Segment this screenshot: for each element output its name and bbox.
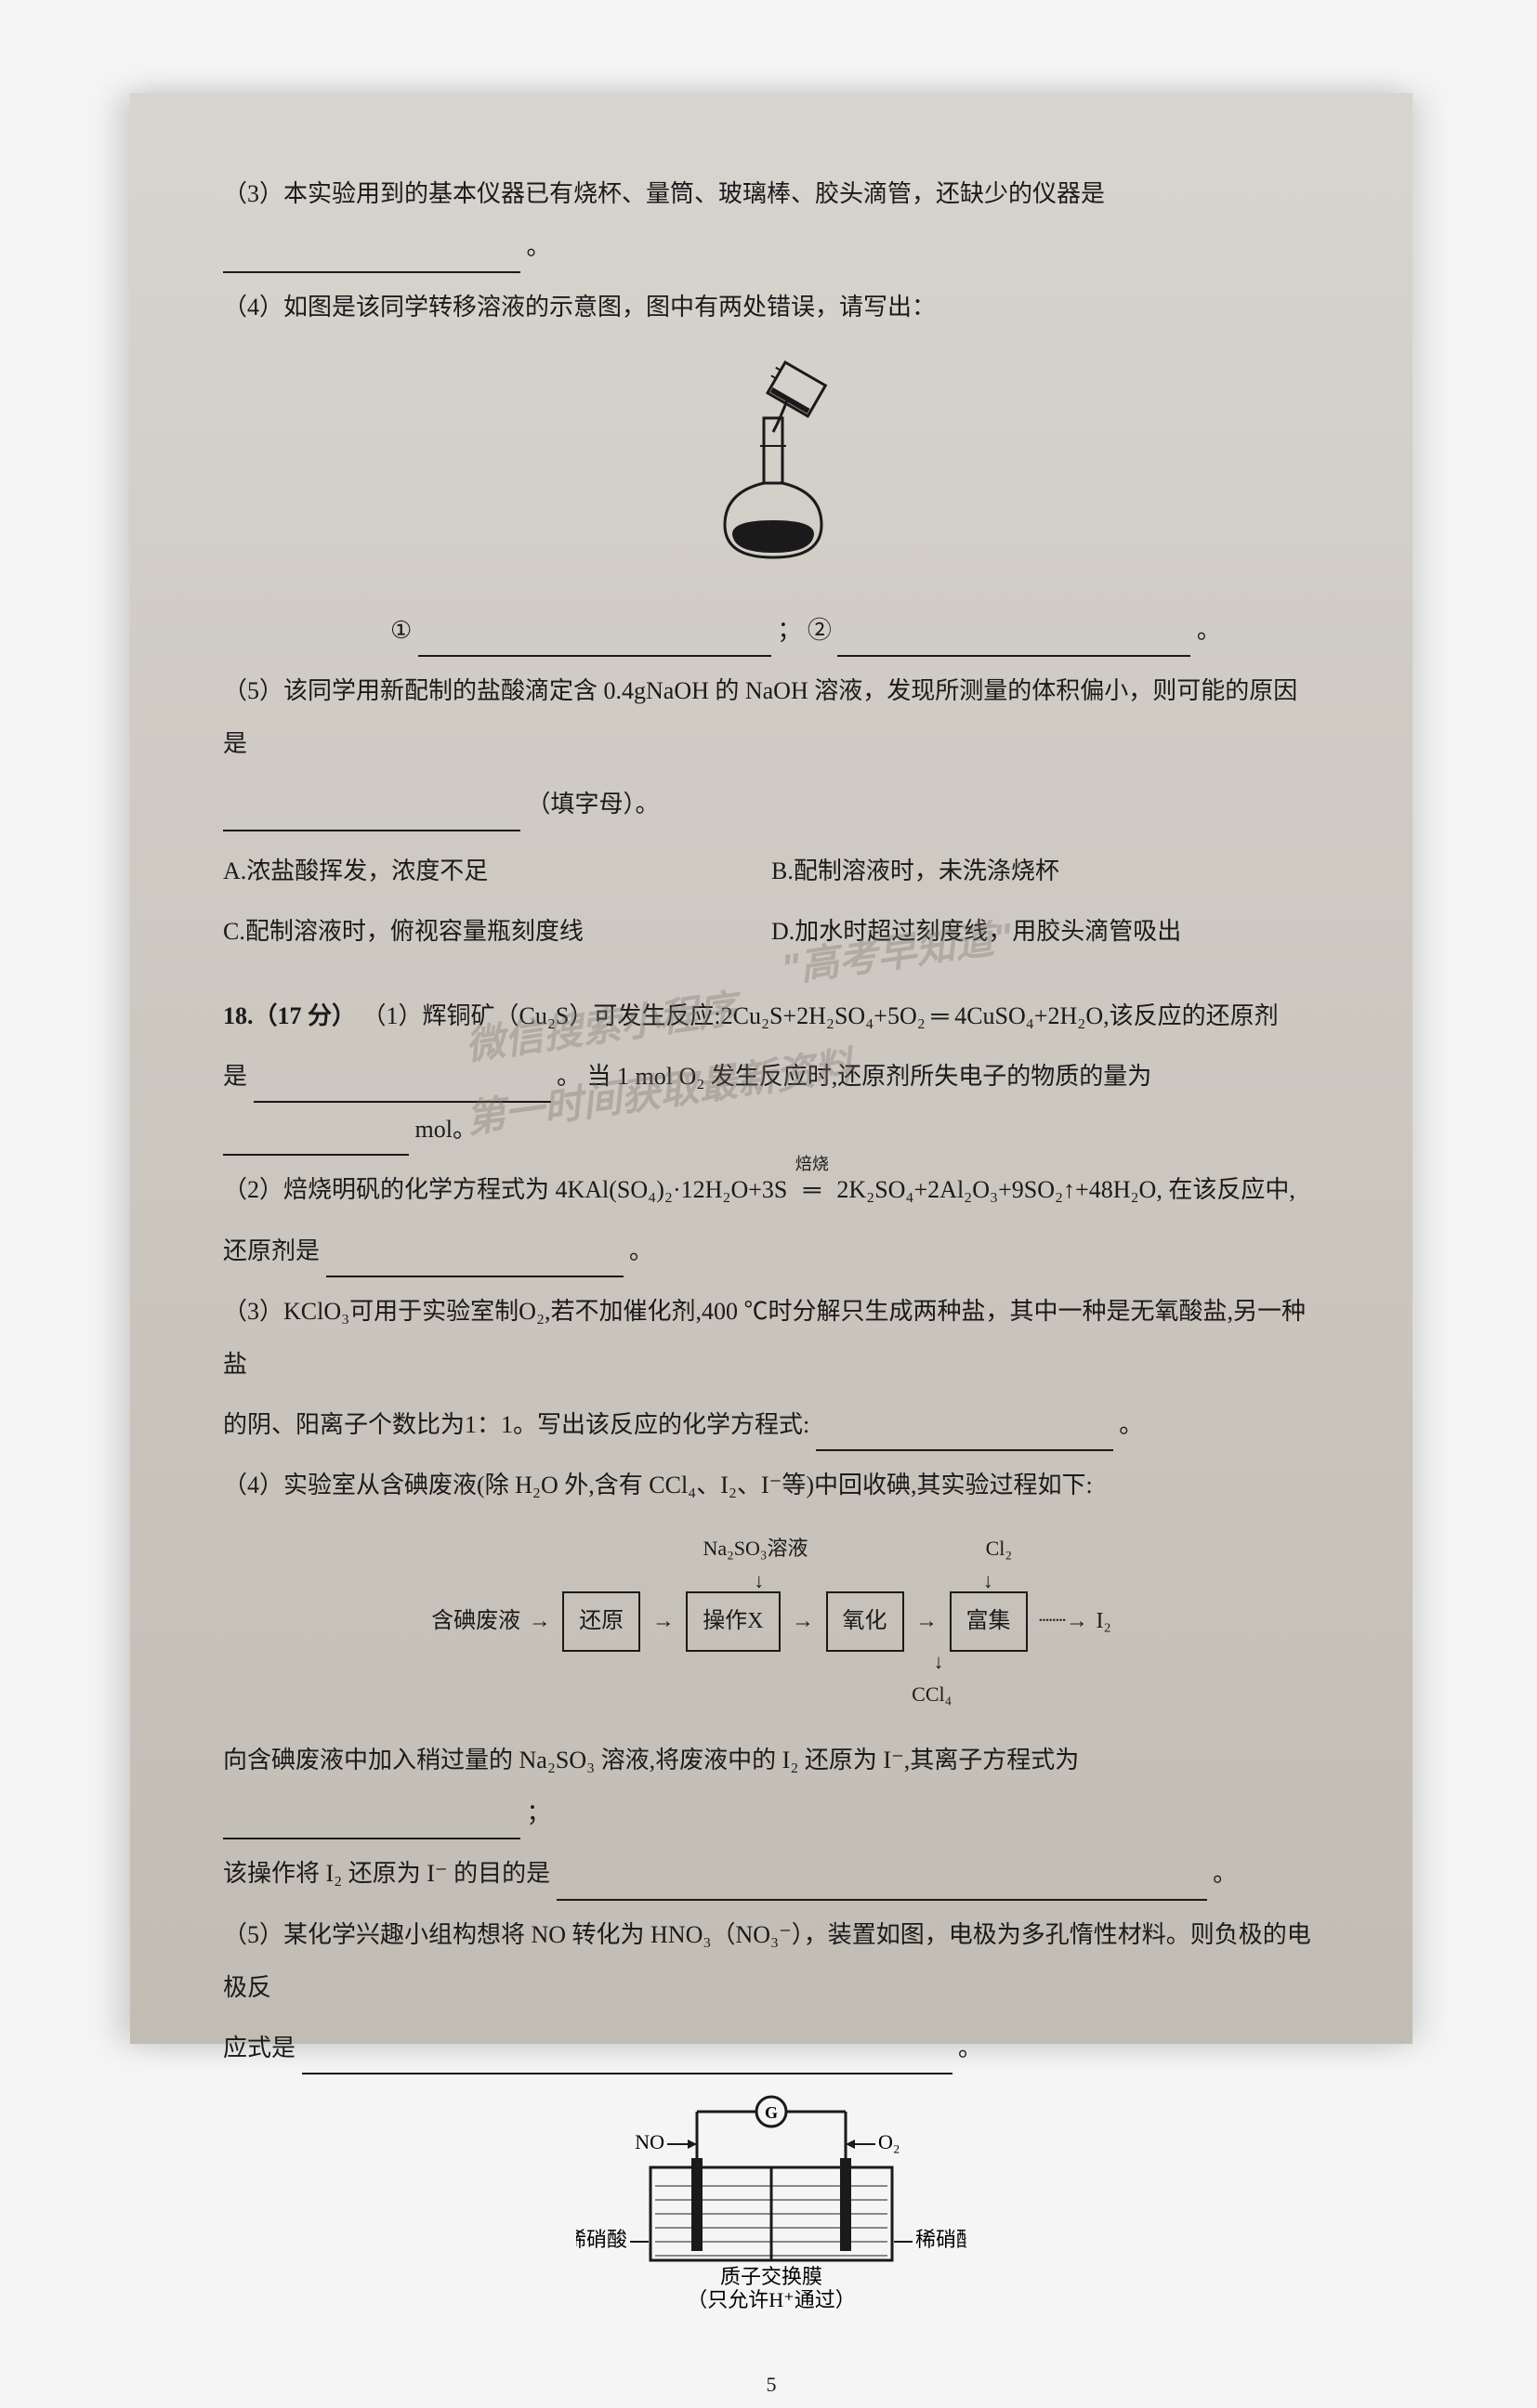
electro-left-label: 稀硝酸	[576, 2228, 627, 2251]
q18-p1c: 是	[223, 1063, 247, 1090]
q18-p2a: （2）焙烧明矾的化学方程式为 4KAl(SO₄)₂·12H₂O+3S	[223, 1176, 787, 1203]
flow-end: I₂	[1096, 1609, 1110, 1633]
q4-blank2	[837, 628, 1190, 657]
q5-line: （5）该同学用新配制的盐酸滴定含 0.4gNaOH 的 NaOH 溶液，发现所测…	[223, 664, 1320, 770]
q18-p5-blank	[302, 2046, 952, 2074]
q18-p3c: 。	[1119, 1411, 1143, 1438]
electro-o2-label: O₂	[878, 2130, 900, 2153]
q18-p1-2: 是 。 当 1 mol O₂ 发生反应时,还原剂所失电子的物质的量为 mol。	[223, 1050, 1320, 1156]
arrow-icon: →	[915, 1609, 938, 1633]
arrow-icon: →	[652, 1609, 675, 1633]
flow-b3: 氧化	[826, 1591, 904, 1652]
q18-p1b: 4CuSO₄+2H₂O,该反应的还原剂	[954, 1002, 1278, 1029]
q18-p1e: mol。	[415, 1116, 477, 1143]
q18-p2cond: 焙烧	[794, 1146, 831, 1184]
electro-svg: G NO O₂	[576, 2093, 966, 2316]
flow-cl2: Cl₂	[986, 1537, 1012, 1560]
q18-p5: （5）某化学兴趣小组构想将 NO 转化为 HNO₃（NO₃⁻），装置如图，电极为…	[223, 1908, 1320, 2014]
q3-period: 。	[527, 233, 551, 260]
q4-label1: ①	[390, 617, 412, 644]
flow-ccl4: CCl₄	[912, 1682, 952, 1706]
opt-c: C.配制溶液时，俯视容量瓶刻度线	[223, 901, 771, 962]
flow-start: 含碘废液	[431, 1609, 520, 1633]
q18-p3: （3）KClO₃可用于实验室制O₂,若不加催化剂,400 ℃时分解只生成两种盐，…	[223, 1285, 1320, 1391]
electro-diagram: G NO O₂	[223, 2093, 1320, 2335]
q18-p2: （2）焙烧明矾的化学方程式为 4KAl(SO₄)₂·12H₂O+3S 焙烧 ═ …	[223, 1163, 1320, 1216]
q18-p4d-blank	[557, 1871, 1207, 1900]
flask-svg	[678, 353, 864, 567]
q18-p4d-text: 该操作将 I₂ 还原为 I⁻ 的目的是	[223, 1860, 550, 1887]
q18-p1: 18.（17 分） （1）辉铜矿（Cu₂S）可发生反应:2Cu₂S+2H₂SO₄…	[223, 989, 1320, 1042]
q18-p2-2: 还原剂是 。	[223, 1224, 1320, 1277]
electro-g-text: G	[765, 2103, 778, 2122]
q18-p1a: （1）辉铜矿（Cu₂S）可发生反应:2Cu₂S+2H₂SO₄+5O₂	[362, 1002, 926, 1029]
q5-hint: （填字母）。	[527, 791, 660, 818]
q4-label2: ②	[808, 617, 832, 644]
q18-p2d: 。	[629, 1237, 653, 1264]
q18-p2c: 还原剂是	[223, 1237, 320, 1264]
opt-a: A.浓盐酸挥发，浓度不足	[223, 841, 771, 901]
q5-text: （5）该同学用新配制的盐酸滴定含 0.4gNaOH 的 NaOH 溶液，发现所测…	[223, 677, 1297, 757]
q18-p4: （4）实验室从含碘废液(除 H₂O 外,含有 CCl₄、I₂、I⁻等)中回收碘,…	[223, 1459, 1320, 1512]
q18-p4d: 该操作将 I₂ 还原为 I⁻ 的目的是 。	[223, 1847, 1320, 1900]
q18-p4c: ；	[527, 1799, 551, 1826]
arrow-icon: →	[529, 1609, 551, 1633]
arrow-icon: →	[792, 1609, 814, 1633]
q18-p5b: 应式是	[223, 2035, 296, 2061]
q18-p5c: 。	[958, 2035, 982, 2061]
q18-p4b-blank	[223, 1811, 520, 1839]
q5-blank	[223, 802, 520, 831]
q18-p2b: 2K₂SO₄+2Al₂O₃+9SO₂↑+48H₂O, 在该反应中,	[836, 1176, 1294, 1203]
q4-answers: ① ； ② 。	[223, 604, 1320, 657]
q3-line: （3）本实验用到的基本仪器已有烧杯、量筒、玻璃棒、胶头滴管，还缺少的仪器是 。	[223, 167, 1320, 273]
electro-right-label: 稀硝酸	[915, 2228, 966, 2251]
q5-options: A.浓盐酸挥发，浓度不足 B.配制溶液时，未洗涤烧杯 C.配制溶液时，俯视容量瓶…	[223, 841, 1320, 962]
q4-line: （4）如图是该同学转移溶液的示意图，图中有两处错误，请写出：	[223, 281, 1320, 334]
q18-p3-blank	[816, 1422, 1113, 1451]
flow-b4: 富集	[950, 1591, 1028, 1652]
q18-p1d: 。 当 1 mol O₂ 发生反应时,还原剂所失电子的物质的量为	[557, 1063, 1151, 1090]
opt-d: D.加水时超过刻度线，用胶头滴管吸出	[771, 901, 1320, 962]
q18-header: 18.（17 分）	[223, 1002, 356, 1029]
q18-p1eq: ═	[931, 1002, 948, 1029]
q18-p4b: 向含碘废液中加入稍过量的 Na₂SO₃ 溶液,将废液中的 I₂ 还原为 I⁻,其…	[223, 1734, 1320, 1839]
q18-p4a: （4）实验室从含碘废液(除 H₂O 外,含有 CCl₄、I₂、I⁻等)中回收碘,…	[223, 1472, 1093, 1498]
q18-p1-blank2	[223, 1127, 409, 1156]
flow-top: Na₂SO₃溶液	[703, 1537, 808, 1560]
q18-p2-blank	[326, 1249, 624, 1277]
opt-b: B.配制溶液时，未洗涤烧杯	[771, 841, 1320, 901]
flask-diagram	[223, 353, 1320, 585]
q4-blank1	[418, 628, 771, 657]
q18-p3b: 的阴、阳离子个数比为1：1。写出该反应的化学方程式:	[223, 1411, 809, 1438]
q18-p5-2: 应式是 。	[223, 2022, 1320, 2074]
exam-page: （3）本实验用到的基本仪器已有烧杯、量筒、玻璃棒、胶头滴管，还缺少的仪器是 。 …	[130, 93, 1412, 2044]
q18-p4b-text: 向含碘废液中加入稍过量的 Na₂SO₃ 溶液,将废液中的 I₂ 还原为 I⁻,其…	[223, 1747, 1079, 1773]
q18-p3a: （3）KClO₃可用于实验室制O₂,若不加催化剂,400 ℃时分解只生成两种盐，…	[223, 1298, 1306, 1378]
flow-b2: 操作X	[686, 1591, 780, 1652]
electro-no-label: NO	[635, 2130, 664, 2153]
q5-hint-line: （填字母）。	[223, 778, 1320, 831]
arrow-dots-icon: ┈┈→	[1039, 1609, 1088, 1633]
q18-p5a: （5）某化学兴趣小组构想将 NO 转化为 HNO₃（NO₃⁻），装置如图，电极为…	[223, 1921, 1311, 2001]
q18-p3-2: 的阴、阳离子个数比为1：1。写出该反应的化学方程式: 。	[223, 1398, 1320, 1451]
q3-text: （3）本实验用到的基本仪器已有烧杯、量筒、玻璃棒、胶头滴管，还缺少的仪器是	[223, 180, 1105, 207]
flow-diagram: Na₂SO₃溶液 Cl₂ ↓ ↓ 含碘废液 → 还原 → 操作X → 氧化 → …	[223, 1526, 1320, 1720]
q4-sep: ；	[777, 617, 801, 644]
electro-mem2-label: （只允许H⁺通过）	[687, 2288, 856, 2311]
q3-blank	[223, 244, 520, 273]
q18-p4e: 。	[1213, 1860, 1237, 1887]
q4-text: （4）如图是该同学转移溶液的示意图，图中有两处错误，请写出：	[223, 294, 936, 321]
page-number: 5	[223, 2362, 1320, 2407]
q4-period: 。	[1197, 617, 1221, 644]
electro-mem-label: 质子交换膜	[720, 2265, 822, 2288]
flow-b1: 还原	[562, 1591, 640, 1652]
q18-p1-blank1	[254, 1074, 551, 1103]
